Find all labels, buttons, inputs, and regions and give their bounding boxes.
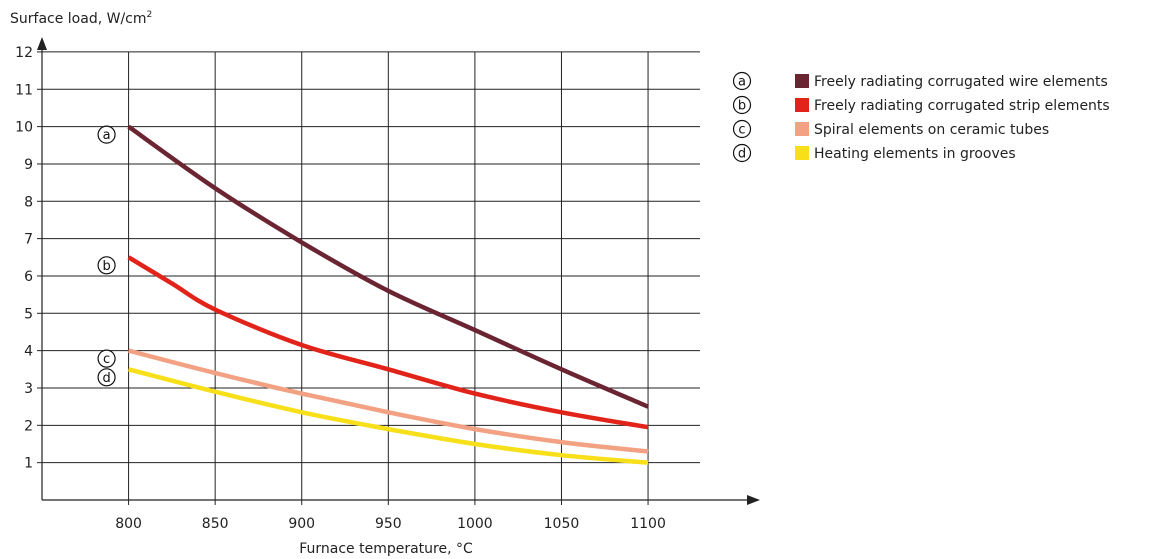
legend-marker-circle-a <box>732 71 752 91</box>
legend-marker-label-a: a <box>738 75 746 90</box>
y-axis-title: Surface load, W/cm2 <box>10 10 152 27</box>
legend-marker-label-c: c <box>738 123 745 138</box>
y-tick-label-9: 9 <box>24 157 33 173</box>
x-tick-label-1000: 1000 <box>457 516 493 532</box>
series-line-b <box>127 255 649 430</box>
legend-marker-label-d: d <box>738 147 746 162</box>
x-tick-label-850: 850 <box>202 516 229 532</box>
series-lines <box>127 124 649 465</box>
x-tick-label-900: 900 <box>288 516 315 532</box>
legend-swatch-d <box>795 146 809 160</box>
series-marker-circle-a <box>97 125 116 144</box>
legend-swatch-c <box>795 122 809 136</box>
series-marker-label-d: d <box>102 371 110 386</box>
legend: a Freely radiating corrugated wire elemen… <box>732 71 1110 163</box>
series-line-d <box>128 367 649 465</box>
legend-marker-circle-d <box>732 143 752 163</box>
series-marker-circle-d <box>97 368 116 387</box>
series-marker-label-c: c <box>103 352 110 367</box>
y-tick-label-12: 12 <box>15 45 33 61</box>
legend-label-c: Spiral elements on ceramic tubes <box>814 122 1049 138</box>
x-tick-label-1050: 1050 <box>544 516 580 532</box>
legend-swatch-b <box>795 98 809 112</box>
grid <box>37 51 700 505</box>
axes <box>37 37 760 505</box>
y-tick-label-10: 10 <box>15 120 33 136</box>
legend-marker-circle-b <box>732 95 752 115</box>
x-tick-label-1100: 1100 <box>630 516 666 532</box>
y-tick-label-8: 8 <box>24 194 33 210</box>
series-marker-circle-c <box>97 349 116 368</box>
x-tick-label-950: 950 <box>375 516 402 532</box>
y-tick-label-4: 4 <box>24 344 33 360</box>
x-axis-arrow-icon <box>747 495 760 505</box>
series-markers: a b cd <box>97 125 116 387</box>
legend-label-b: Freely radiating corrugated strip elemen… <box>814 98 1110 114</box>
x-axis-title: Furnace temperature, °C <box>299 541 473 557</box>
series-line-a <box>127 124 649 409</box>
y-tick-label-2: 2 <box>24 418 33 434</box>
x-tick-label-800: 800 <box>115 516 142 532</box>
legend-label-d: Heating elements in grooves <box>814 146 1016 162</box>
y-tick-label-1: 1 <box>24 456 33 472</box>
series-marker-label-a: a <box>103 128 111 143</box>
y-tick-label-3: 3 <box>24 381 33 397</box>
legend-swatch-a <box>795 74 809 88</box>
legend-marker-circle-c <box>732 119 752 139</box>
legend-marker-label-b: b <box>738 99 746 114</box>
y-axis-arrow-icon <box>37 37 47 50</box>
y-tick-label-7: 7 <box>24 232 33 248</box>
legend-label-a: Freely radiating corrugated wire element… <box>814 74 1108 90</box>
series-line-c <box>128 348 649 454</box>
y-tick-label-5: 5 <box>24 306 33 322</box>
series-marker-circle-b <box>97 256 116 275</box>
y-axis-title-superscript: 2 <box>147 10 153 20</box>
series-marker-label-b: b <box>102 259 110 274</box>
y-tick-label-11: 11 <box>15 82 33 98</box>
y-tick-label-6: 6 <box>24 269 33 285</box>
x-tick-labels: 800 850 900 950 1000 1050 1100 <box>115 516 666 532</box>
